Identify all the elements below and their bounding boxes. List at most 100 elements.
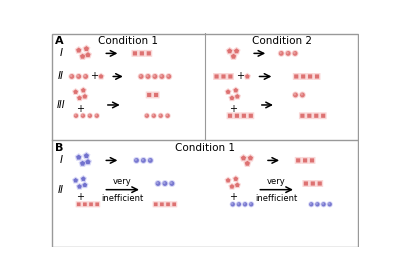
Circle shape — [148, 158, 153, 163]
FancyBboxPatch shape — [145, 50, 152, 57]
Polygon shape — [82, 94, 87, 98]
Circle shape — [95, 114, 99, 118]
Text: A: A — [55, 36, 64, 46]
Text: +: + — [229, 192, 237, 202]
Circle shape — [166, 74, 171, 79]
Circle shape — [146, 75, 148, 77]
Polygon shape — [82, 152, 90, 159]
Circle shape — [147, 157, 154, 164]
Circle shape — [87, 113, 93, 119]
Circle shape — [95, 114, 97, 116]
Polygon shape — [243, 159, 251, 167]
FancyBboxPatch shape — [296, 158, 300, 162]
Circle shape — [294, 93, 296, 95]
FancyBboxPatch shape — [320, 112, 327, 119]
Circle shape — [322, 202, 326, 207]
FancyBboxPatch shape — [228, 114, 232, 118]
FancyBboxPatch shape — [316, 180, 323, 187]
Polygon shape — [73, 178, 78, 182]
Circle shape — [327, 201, 333, 207]
FancyBboxPatch shape — [227, 73, 234, 80]
Polygon shape — [224, 88, 232, 95]
Polygon shape — [232, 47, 240, 54]
FancyBboxPatch shape — [77, 202, 80, 206]
Circle shape — [84, 75, 86, 77]
Polygon shape — [226, 178, 230, 182]
Polygon shape — [224, 177, 232, 183]
Polygon shape — [245, 74, 250, 78]
Circle shape — [231, 203, 233, 205]
Circle shape — [249, 202, 253, 207]
Polygon shape — [228, 94, 236, 101]
FancyBboxPatch shape — [220, 73, 227, 80]
Circle shape — [242, 201, 248, 207]
Text: Condition 1: Condition 1 — [175, 143, 235, 153]
Circle shape — [140, 157, 147, 164]
Circle shape — [153, 75, 156, 77]
FancyBboxPatch shape — [94, 201, 100, 207]
Circle shape — [77, 75, 79, 77]
Circle shape — [152, 73, 158, 80]
Polygon shape — [80, 86, 87, 93]
Circle shape — [309, 202, 314, 207]
Polygon shape — [80, 161, 85, 166]
Circle shape — [159, 114, 161, 116]
Polygon shape — [80, 175, 87, 182]
FancyBboxPatch shape — [301, 75, 305, 79]
Text: very: very — [267, 177, 286, 186]
FancyBboxPatch shape — [300, 114, 304, 118]
Circle shape — [152, 74, 157, 79]
FancyBboxPatch shape — [226, 112, 234, 119]
FancyBboxPatch shape — [234, 112, 240, 119]
Circle shape — [160, 74, 164, 79]
Polygon shape — [81, 181, 88, 188]
Text: B: B — [55, 143, 63, 153]
Circle shape — [82, 73, 89, 80]
Polygon shape — [73, 90, 78, 94]
Polygon shape — [231, 54, 236, 59]
FancyBboxPatch shape — [314, 73, 320, 80]
Polygon shape — [75, 153, 83, 161]
Circle shape — [243, 202, 247, 207]
FancyBboxPatch shape — [307, 73, 314, 80]
Polygon shape — [85, 52, 90, 57]
Text: +: + — [229, 104, 237, 114]
Circle shape — [248, 201, 254, 207]
Polygon shape — [235, 94, 240, 98]
FancyBboxPatch shape — [52, 34, 358, 247]
Text: I: I — [60, 48, 62, 58]
FancyBboxPatch shape — [295, 157, 302, 164]
Circle shape — [156, 182, 158, 184]
Text: +: + — [236, 71, 244, 81]
FancyBboxPatch shape — [321, 114, 325, 118]
Circle shape — [156, 181, 160, 186]
Circle shape — [134, 158, 139, 163]
Circle shape — [279, 51, 284, 56]
FancyBboxPatch shape — [138, 50, 145, 57]
Circle shape — [170, 181, 174, 186]
Circle shape — [160, 75, 162, 77]
Circle shape — [94, 113, 100, 119]
Circle shape — [83, 74, 88, 79]
Circle shape — [316, 203, 318, 205]
Polygon shape — [226, 47, 234, 54]
FancyBboxPatch shape — [293, 73, 300, 80]
FancyBboxPatch shape — [147, 51, 151, 55]
FancyBboxPatch shape — [222, 75, 226, 79]
Circle shape — [286, 51, 289, 54]
FancyBboxPatch shape — [318, 182, 322, 186]
FancyBboxPatch shape — [132, 50, 138, 57]
Polygon shape — [76, 94, 83, 101]
Circle shape — [292, 50, 298, 57]
Circle shape — [320, 201, 327, 207]
Polygon shape — [230, 184, 234, 188]
Circle shape — [293, 51, 298, 56]
Circle shape — [166, 114, 168, 116]
Circle shape — [308, 201, 314, 207]
Polygon shape — [81, 176, 86, 181]
Text: +: + — [76, 192, 84, 202]
Polygon shape — [232, 175, 240, 182]
Circle shape — [148, 158, 151, 161]
FancyBboxPatch shape — [228, 75, 232, 79]
FancyBboxPatch shape — [133, 51, 137, 55]
